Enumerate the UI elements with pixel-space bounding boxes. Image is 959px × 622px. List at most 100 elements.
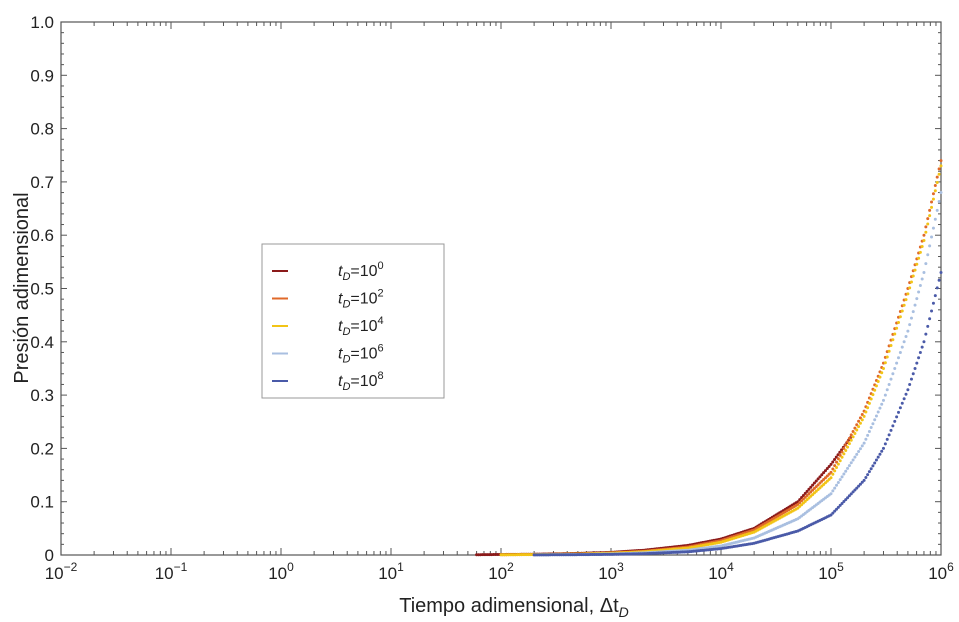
x-axis: 10−2 10−1 100 101 102 103 104 105 106	[45, 22, 954, 583]
x-tick-label: 10−2	[45, 560, 78, 583]
data-point	[902, 340, 906, 344]
data-point	[838, 478, 842, 482]
data-point	[908, 286, 912, 290]
data-point	[897, 356, 900, 360]
data-point	[858, 421, 862, 425]
data-point	[871, 393, 875, 397]
y-tick-label: 0.6	[30, 226, 54, 245]
data-point	[829, 492, 833, 496]
data-point	[831, 460, 835, 464]
data-point	[838, 459, 842, 463]
data-point	[831, 467, 835, 471]
data-point	[931, 197, 935, 201]
data-point	[858, 447, 862, 451]
data-point	[855, 486, 859, 490]
x-tick-label: 106	[928, 560, 954, 583]
data-point	[930, 205, 934, 209]
data-point	[917, 356, 921, 360]
data-point	[902, 303, 906, 307]
data-point	[880, 402, 884, 406]
data-point	[842, 452, 846, 456]
data-point	[931, 226, 935, 230]
data-point	[926, 253, 930, 257]
data-point	[897, 410, 900, 414]
data-point	[849, 438, 853, 442]
x-tick-label: 103	[598, 560, 624, 583]
data-point	[829, 476, 833, 480]
data-point	[913, 268, 917, 272]
data-point	[935, 180, 939, 184]
y-axis-title: Presión adimensional	[11, 192, 33, 383]
y-tick-label: 0.8	[30, 120, 54, 139]
series-layer	[475, 159, 943, 557]
data-point	[911, 310, 915, 314]
data-point	[878, 452, 882, 456]
data-point	[866, 406, 870, 410]
data-point	[933, 183, 937, 187]
data-point	[933, 217, 937, 221]
y-tick-label: 0.5	[30, 280, 54, 299]
data-point	[844, 469, 848, 473]
data-point	[862, 414, 866, 418]
x-tick-label: 104	[708, 560, 734, 583]
data-point	[836, 505, 840, 509]
data-point	[893, 419, 897, 423]
data-point	[846, 440, 850, 444]
data-point	[915, 262, 919, 266]
data-point	[881, 398, 885, 402]
data-point	[937, 172, 941, 176]
data-point	[935, 208, 939, 212]
y-tick-label: 0.4	[30, 333, 54, 352]
data-point	[933, 294, 937, 298]
data-point	[920, 277, 924, 281]
data-point	[887, 349, 891, 353]
data-point	[812, 481, 816, 485]
data-point	[928, 244, 932, 248]
data-point	[893, 366, 897, 370]
data-point	[847, 442, 851, 446]
series-2	[499, 164, 943, 557]
data-point	[920, 244, 924, 248]
data-point	[878, 375, 882, 379]
legend: tD=100 tD=102 tD=104 tD=106 tD=108	[261, 243, 445, 399]
data-point	[935, 175, 939, 179]
data-point	[909, 377, 913, 381]
data-point	[926, 324, 930, 328]
data-point	[883, 442, 887, 446]
data-point	[809, 485, 813, 489]
data-point	[871, 464, 875, 468]
data-point	[818, 475, 822, 479]
data-point	[928, 208, 932, 212]
data-point	[873, 461, 877, 465]
data-point	[885, 355, 889, 359]
data-point	[860, 418, 864, 422]
data-point	[869, 426, 873, 430]
data-point	[900, 401, 904, 405]
data-point	[858, 482, 862, 486]
data-point	[829, 462, 833, 466]
data-point	[880, 449, 884, 453]
data-point	[915, 361, 919, 365]
data-point	[931, 301, 935, 305]
data-point	[838, 503, 842, 507]
data-point	[874, 458, 878, 462]
data-point	[851, 430, 855, 434]
data-point	[917, 256, 921, 260]
data-point	[860, 413, 864, 416]
data-point	[867, 401, 871, 405]
data-point	[867, 429, 871, 433]
y-tick-label: 0.1	[30, 493, 54, 512]
data-point	[874, 414, 878, 418]
data-point	[933, 189, 937, 193]
data-point	[904, 298, 908, 302]
data-point	[846, 466, 850, 470]
data-point	[939, 159, 943, 163]
data-point	[893, 332, 897, 336]
data-point	[811, 483, 815, 487]
data-point	[898, 315, 902, 319]
data-point	[889, 377, 893, 381]
data-point	[930, 235, 934, 239]
data-point	[895, 415, 899, 419]
x-tick-label: 102	[488, 560, 514, 583]
